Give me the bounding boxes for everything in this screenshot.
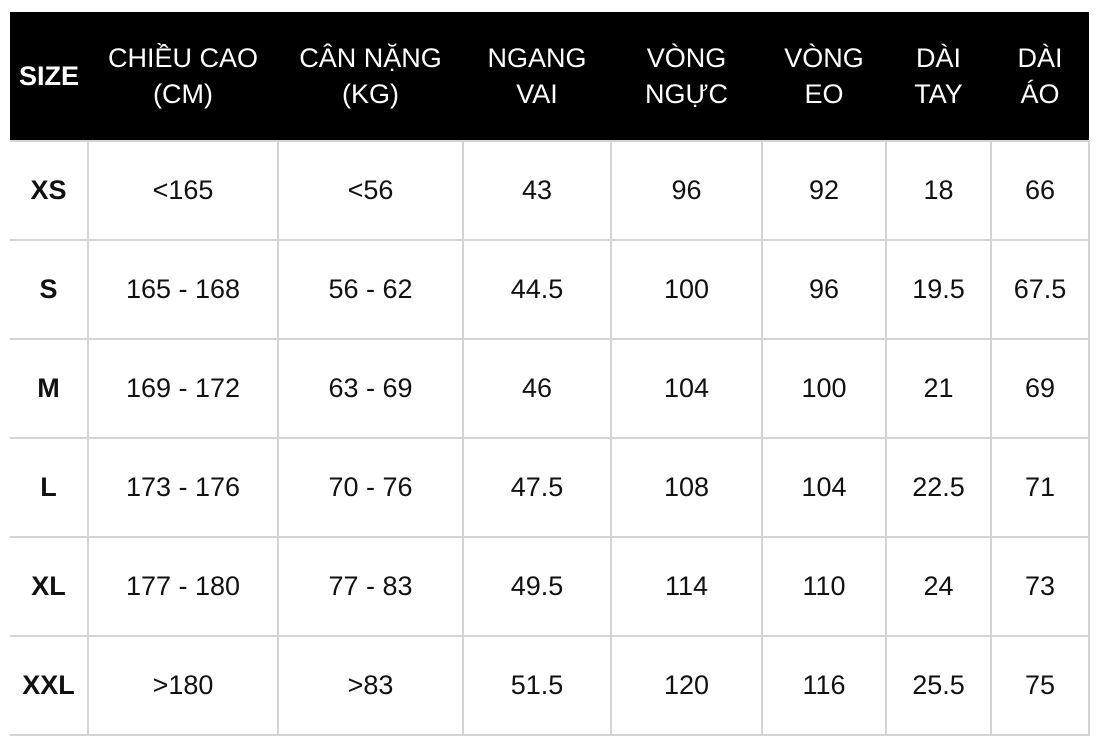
table-body: XS <165 <56 43 96 92 18 66 S 165 - 168 56 - 62 44.5… — [10, 140, 1090, 736]
cell-height: 165 - 168 — [87, 239, 279, 340]
table-row: L 173 - 176 70 - 76 47.5 108 104 22.5 71 — [10, 437, 1090, 538]
cell-sleeve: 25.5 — [885, 635, 992, 736]
header-shoulder: NGANG VAI — [463, 12, 611, 141]
cell-weight: 56 - 62 — [277, 239, 464, 340]
cell-waist: 116 — [761, 635, 887, 736]
cell-chest: 120 — [610, 635, 763, 736]
cell-height: >180 — [87, 635, 279, 736]
cell-shoulder: 46 — [462, 338, 612, 439]
cell-sleeve: 21 — [885, 338, 992, 439]
table-row: XL 177 - 180 77 - 83 49.5 114 110 24 73 — [10, 536, 1090, 637]
cell-length: 67.5 — [990, 239, 1090, 340]
table-header: SIZE CHIỀU CAO (CM) CÂN NẶNG (KG) NGANG … — [10, 12, 1089, 141]
cell-chest: 96 — [610, 140, 763, 241]
cell-waist: 100 — [761, 338, 887, 439]
header-row: SIZE CHIỀU CAO (CM) CÂN NẶNG (KG) NGANG … — [10, 12, 1089, 141]
cell-weight: <56 — [277, 140, 464, 241]
cell-length: 71 — [990, 437, 1090, 538]
header-chest: VÒNG NGỰC — [611, 12, 762, 141]
cell-chest: 114 — [610, 536, 763, 637]
cell-weight: 63 - 69 — [277, 338, 464, 439]
cell-length: 75 — [990, 635, 1090, 736]
header-waist: VÒNG EO — [762, 12, 886, 141]
cell-waist: 110 — [761, 536, 887, 637]
cell-shoulder: 51.5 — [462, 635, 612, 736]
header-weight: CÂN NẶNG (KG) — [278, 12, 463, 141]
cell-length: 73 — [990, 536, 1090, 637]
cell-shoulder: 44.5 — [462, 239, 612, 340]
table-row: M 169 - 172 63 - 69 46 104 100 21 69 — [10, 338, 1090, 439]
cell-height: 173 - 176 — [87, 437, 279, 538]
cell-chest: 100 — [610, 239, 763, 340]
cell-shoulder: 49.5 — [462, 536, 612, 637]
cell-waist: 92 — [761, 140, 887, 241]
cell-sleeve: 24 — [885, 536, 992, 637]
header-height: CHIỀU CAO (CM) — [88, 12, 278, 141]
cell-size: XS — [10, 140, 89, 241]
cell-size: XXL — [10, 635, 89, 736]
cell-height: <165 — [87, 140, 279, 241]
cell-size: S — [10, 239, 89, 340]
cell-waist: 104 — [761, 437, 887, 538]
table-row: XS <165 <56 43 96 92 18 66 — [10, 140, 1090, 241]
cell-length: 66 — [990, 140, 1090, 241]
cell-chest: 104 — [610, 338, 763, 439]
cell-waist: 96 — [761, 239, 887, 340]
cell-sleeve: 19.5 — [885, 239, 992, 340]
cell-weight: >83 — [277, 635, 464, 736]
cell-chest: 108 — [610, 437, 763, 538]
cell-size: M — [10, 338, 89, 439]
cell-sleeve: 22.5 — [885, 437, 992, 538]
header-sleeve: DÀI TAY — [886, 12, 991, 141]
cell-height: 177 - 180 — [87, 536, 279, 637]
table-row: XXL >180 >83 51.5 120 116 25.5 75 — [10, 635, 1090, 736]
cell-shoulder: 47.5 — [462, 437, 612, 538]
cell-height: 169 - 172 — [87, 338, 279, 439]
cell-weight: 70 - 76 — [277, 437, 464, 538]
size-chart-table: SIZE CHIỀU CAO (CM) CÂN NẶNG (KG) NGANG … — [10, 12, 1090, 736]
cell-shoulder: 43 — [462, 140, 612, 241]
header-size: SIZE — [10, 12, 88, 141]
cell-sleeve: 18 — [885, 140, 992, 241]
header-length: DÀI ÁO — [991, 12, 1089, 141]
table-row: S 165 - 168 56 - 62 44.5 100 96 19.5 67.5 — [10, 239, 1090, 340]
cell-size: L — [10, 437, 89, 538]
cell-weight: 77 - 83 — [277, 536, 464, 637]
cell-length: 69 — [990, 338, 1090, 439]
cell-size: XL — [10, 536, 89, 637]
